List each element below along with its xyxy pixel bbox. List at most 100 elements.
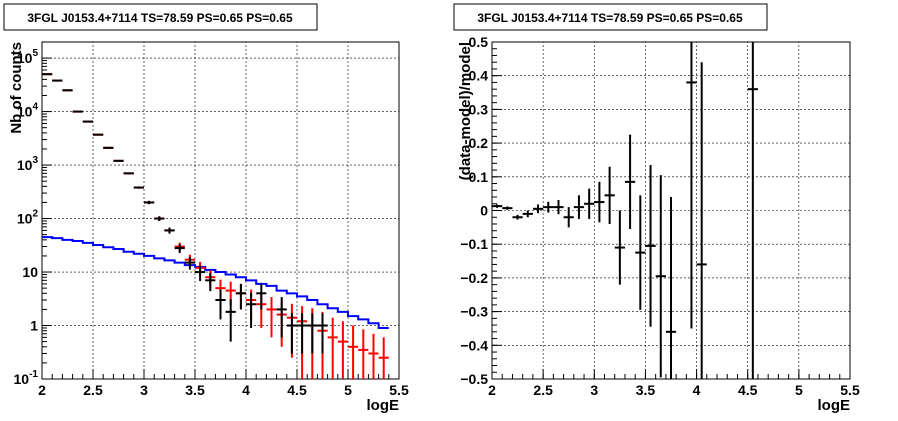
red-point bbox=[348, 325, 359, 379]
y-tick-label: 102 bbox=[17, 209, 39, 227]
residual-point bbox=[573, 195, 585, 219]
right-ticks: 2 2.5 3 3.5 4 4.5 5 5.5 −0.5 −0.4 −0.3 −0.2 −0.1 0 0.1… bbox=[460, 34, 860, 398]
y-tick-label: 10-1 bbox=[14, 369, 39, 387]
y-tick-label: 0.2 bbox=[469, 135, 489, 151]
y-tick-label: 0.4 bbox=[469, 68, 489, 84]
black-point bbox=[195, 265, 206, 281]
x-tick-label: 3 bbox=[590, 382, 598, 398]
x-tick-label: 3.5 bbox=[636, 382, 656, 398]
residuals-panel: 3FGL J0153.4+7114 TS=78.59 PS=0.65 PS=0.… bbox=[453, 3, 860, 414]
x-tick-label: 3 bbox=[140, 382, 148, 398]
red-point bbox=[266, 297, 277, 338]
residual-point bbox=[532, 204, 544, 214]
y-tick-label: 0 bbox=[480, 203, 488, 219]
y-tick-label: −0.1 bbox=[460, 236, 488, 252]
residual-point bbox=[522, 210, 533, 218]
residual-point bbox=[553, 200, 564, 215]
left-plot-frame bbox=[41, 41, 400, 380]
y-tick-label: −0.3 bbox=[460, 304, 488, 320]
model-step-line bbox=[42, 236, 389, 329]
black-point bbox=[307, 313, 318, 354]
red-series bbox=[42, 73, 389, 379]
residual-point bbox=[543, 201, 554, 213]
y-tick-label: −0.4 bbox=[460, 337, 488, 353]
black-point bbox=[276, 297, 287, 338]
residual-point bbox=[635, 195, 646, 310]
left-ylabel: Nb of counts bbox=[8, 42, 25, 134]
x-tick-label: 4.5 bbox=[738, 382, 758, 398]
left-grid bbox=[42, 42, 399, 379]
black-point bbox=[93, 133, 104, 136]
black-point bbox=[144, 200, 155, 205]
residual-point bbox=[624, 134, 636, 230]
black-point bbox=[103, 146, 114, 149]
residual-point bbox=[502, 206, 513, 210]
y-tick-label: 1 bbox=[30, 318, 38, 334]
black-point bbox=[317, 313, 328, 354]
black-point bbox=[154, 216, 165, 221]
residual-point bbox=[747, 42, 758, 379]
red-point bbox=[378, 337, 389, 379]
residual-series bbox=[492, 42, 758, 379]
black-point bbox=[205, 272, 216, 292]
black-series bbox=[42, 73, 328, 354]
black-point bbox=[164, 227, 175, 234]
y-tick-label: 10 bbox=[22, 264, 38, 280]
residual-point bbox=[512, 214, 523, 220]
x-tick-label: 2 bbox=[38, 382, 46, 398]
residual-point bbox=[604, 166, 615, 224]
black-point bbox=[246, 292, 257, 328]
residual-point bbox=[686, 42, 697, 329]
right-ylabel: (data-model)/model bbox=[457, 42, 474, 180]
residual-point bbox=[645, 165, 656, 327]
red-point bbox=[327, 317, 338, 379]
x-tick-label: 5.5 bbox=[840, 382, 860, 398]
black-point bbox=[82, 120, 93, 123]
residual-point bbox=[696, 62, 707, 379]
red-point bbox=[358, 329, 369, 379]
residual-point bbox=[614, 210, 625, 285]
y-tick-label: 0.5 bbox=[469, 34, 489, 50]
y-tick-label: 0.1 bbox=[469, 169, 489, 185]
residual-point bbox=[563, 207, 574, 228]
x-tick-label: 5.5 bbox=[389, 382, 409, 398]
black-point bbox=[256, 283, 267, 310]
black-point bbox=[215, 289, 226, 320]
x-tick-label: 4 bbox=[693, 382, 701, 398]
model-step-path bbox=[42, 236, 389, 329]
residual-point bbox=[594, 181, 605, 223]
x-tick-label: 2.5 bbox=[533, 382, 553, 398]
residual-point bbox=[584, 188, 595, 219]
x-tick-label: 3.5 bbox=[185, 382, 205, 398]
residual-point bbox=[665, 197, 677, 379]
x-tick-label: 5 bbox=[795, 382, 803, 398]
right-xlabel: logE bbox=[818, 397, 851, 414]
x-tick-label: 2 bbox=[488, 382, 496, 398]
residual-point bbox=[492, 204, 503, 208]
red-point bbox=[368, 333, 379, 379]
residual-point bbox=[655, 175, 666, 378]
black-point bbox=[286, 313, 297, 354]
black-point bbox=[123, 172, 134, 175]
right-title-box bbox=[453, 3, 768, 31]
black-point bbox=[184, 257, 195, 270]
x-tick-label: 2.5 bbox=[83, 382, 103, 398]
black-point bbox=[174, 244, 185, 253]
y-tick-label: −0.5 bbox=[460, 371, 488, 387]
red-point bbox=[337, 321, 348, 379]
black-point bbox=[235, 283, 246, 310]
counts-panel: 3FGL J0153.4+7114 TS=78.59 PS=0.65 PS=0.… bbox=[3, 3, 409, 414]
left-title: 3FGL J0153.4+7114 TS=78.59 PS=0.65 PS=0.… bbox=[27, 11, 293, 25]
left-title-box bbox=[3, 3, 318, 31]
x-tick-label: 4 bbox=[242, 382, 250, 398]
y-tick-label: 0.3 bbox=[469, 101, 489, 117]
x-tick-label: 4.5 bbox=[287, 382, 307, 398]
y-tick-label: 103 bbox=[17, 155, 39, 173]
right-title: 3FGL J0153.4+7114 TS=78.59 PS=0.65 PS=0.… bbox=[477, 11, 743, 25]
y-tick-label: −0.2 bbox=[460, 270, 488, 286]
black-point bbox=[133, 186, 144, 189]
right-grid bbox=[492, 42, 850, 379]
black-point bbox=[225, 299, 236, 342]
